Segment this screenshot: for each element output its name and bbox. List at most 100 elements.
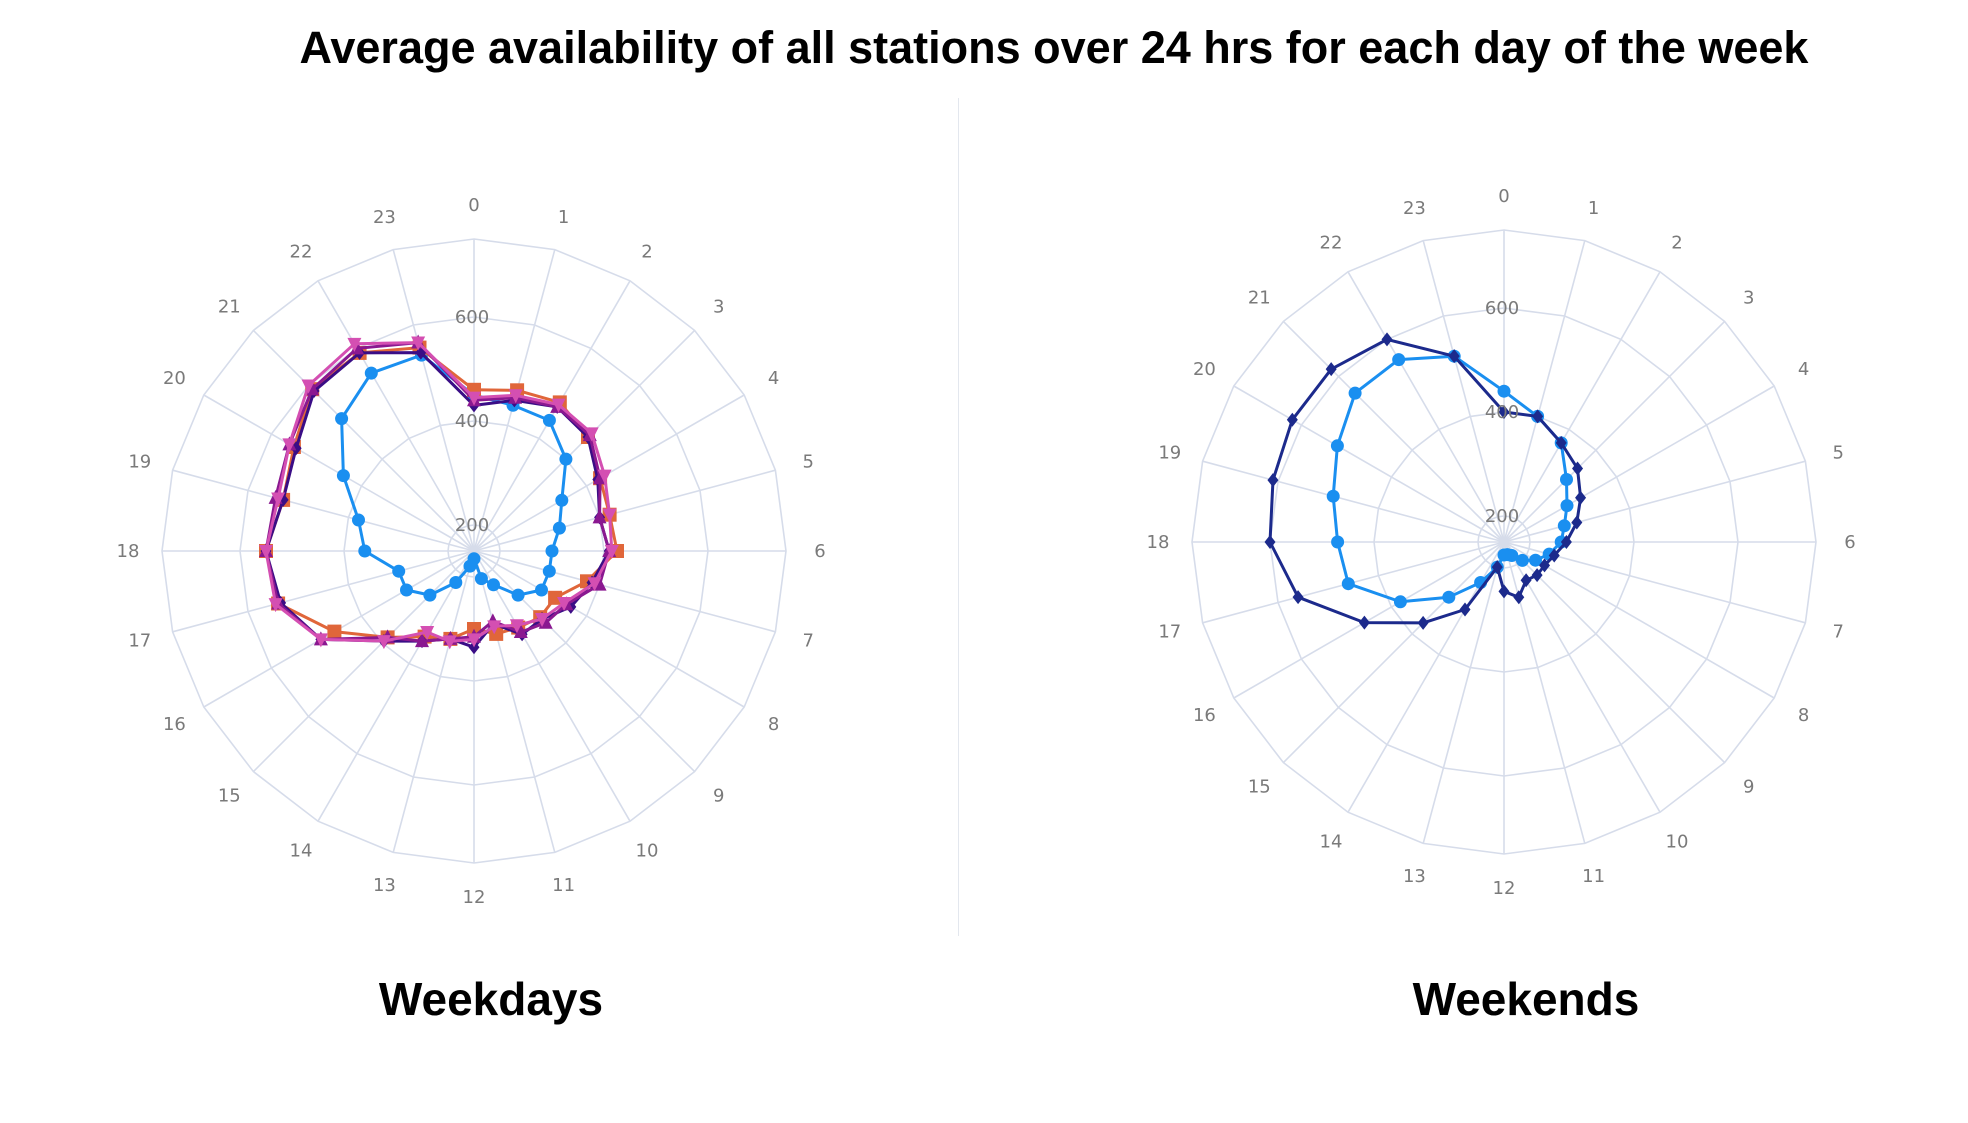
data-point-weekdays-4-16: [313, 633, 328, 648]
grid-spoke-weekends-13: [1422, 541, 1505, 844]
angle-tick-weekends-16: 16: [1193, 705, 1216, 726]
data-point-weekdays-4-20: [282, 438, 297, 453]
data-point-weekdays-0-17: [392, 564, 406, 578]
grid-spoke-weekdays-22: [317, 280, 475, 552]
data-point-weekdays-4-10: [509, 619, 524, 634]
data-point-weekdays-4-23: [411, 336, 426, 351]
data-point-weekdays-4-9: [535, 613, 550, 628]
angle-tick-weekdays-15: 15: [218, 786, 241, 807]
data-point-weekdays-0-7: [542, 564, 556, 578]
data-point-weekdays-0-11: [474, 572, 488, 586]
data-point-weekends-1-20: [1286, 412, 1298, 427]
grid-spoke-weekends-11: [1503, 541, 1586, 844]
angle-tick-weekends-12: 12: [1493, 878, 1516, 899]
grid-spoke-weekends-21: [1282, 320, 1505, 543]
data-point-weekdays-0-22: [364, 366, 378, 380]
data-point-weekdays-4-7: [587, 577, 602, 592]
angle-tick-weekends-18: 18: [1147, 532, 1170, 553]
polar-chart-weekends: 0123456789101112131415161718192021222320…: [1147, 186, 1856, 899]
data-point-weekdays-1-8: [548, 590, 563, 605]
data-point-weekdays-1-16: [327, 624, 342, 639]
angle-tick-weekdays-23: 23: [373, 207, 396, 228]
angle-tick-weekdays-21: 21: [218, 296, 241, 317]
data-point-weekends-1-3: [1572, 461, 1584, 476]
data-point-weekends-1-7: [1548, 548, 1560, 563]
grid-spoke-weekends-5: [1503, 460, 1806, 543]
angle-tick-weekends-9: 9: [1743, 777, 1754, 798]
angle-tick-weekdays-12: 12: [463, 887, 486, 908]
data-point-weekends-1-4: [1575, 490, 1587, 505]
data-point-weekdays-3-14: [415, 633, 429, 648]
grid-spoke-weekdays-21: [252, 329, 475, 552]
angle-tick-weekdays-2: 2: [641, 241, 652, 262]
grid-spoke-weekends-9: [1503, 541, 1726, 764]
radial-tick-weekends-2: 600: [1485, 298, 1519, 319]
data-point-weekends-0-4: [1560, 499, 1574, 513]
data-point-weekdays-4-4: [597, 469, 612, 484]
data-point-weekends-1-19: [1267, 473, 1279, 488]
grid-spoke-weekdays-23: [392, 249, 475, 552]
angle-tick-weekdays-13: 13: [373, 875, 396, 896]
angle-tick-weekends-22: 22: [1320, 232, 1343, 253]
angle-tick-weekends-15: 15: [1248, 777, 1271, 798]
angle-tick-weekends-11: 11: [1582, 866, 1605, 887]
angle-tick-weekends-3: 3: [1743, 287, 1754, 308]
data-point-weekends-1-21: [1325, 362, 1337, 377]
data-point-weekends-0-15: [1442, 590, 1456, 604]
data-point-weekends-1-0: [1498, 405, 1510, 419]
data-point-weekdays-0-3: [559, 452, 573, 466]
grid-spoke-weekdays-17: [172, 550, 475, 633]
data-point-weekdays-4-17: [268, 598, 283, 613]
data-point-weekends-0-18: [1331, 535, 1345, 549]
data-point-weekends-1-13: [1491, 560, 1503, 575]
panel-divider: [958, 98, 959, 936]
data-point-weekends-1-17: [1292, 590, 1304, 605]
data-point-weekends-1-9: [1531, 568, 1543, 583]
angle-tick-weekends-5: 5: [1832, 442, 1843, 463]
data-point-weekdays-4-3: [584, 427, 599, 442]
grid-spoke-weekdays-13: [392, 550, 475, 853]
data-point-weekdays-4-15: [376, 635, 391, 650]
grid-spoke-weekends-23: [1422, 240, 1505, 543]
data-point-weekdays-4-21: [301, 379, 316, 394]
data-point-weekends-1-6: [1560, 535, 1572, 549]
angle-tick-weekends-23: 23: [1403, 198, 1426, 219]
data-point-weekdays-0-18: [358, 544, 372, 558]
data-point-weekends-1-12: [1498, 584, 1510, 599]
data-point-weekends-1-8: [1539, 558, 1551, 573]
data-point-weekends-1-14: [1459, 602, 1471, 617]
angle-tick-weekends-13: 13: [1403, 866, 1426, 887]
data-point-weekdays-4-6: [604, 545, 619, 559]
grid-spoke-weekdays-5: [473, 469, 776, 552]
data-point-weekdays-3-22: [350, 340, 364, 355]
data-point-weekdays-0-14: [449, 576, 463, 589]
data-point-weekends-1-18: [1264, 535, 1276, 549]
grid-spoke-weekdays-10: [473, 550, 631, 822]
grid-spoke-weekends-16: [1233, 541, 1505, 699]
grid-spoke-weekends-3: [1503, 320, 1726, 543]
data-point-weekends-0-9: [1515, 553, 1529, 567]
panel-label-weekdays: Weekdays: [378, 973, 604, 1025]
data-point-weekends-1-16: [1358, 615, 1370, 630]
data-point-weekdays-3-10: [513, 624, 528, 639]
grid-spoke-weekdays-9: [473, 550, 696, 773]
angle-tick-weekdays-18: 18: [117, 541, 140, 562]
angle-tick-weekends-14: 14: [1320, 832, 1343, 853]
data-point-weekends-1-22: [1381, 332, 1393, 347]
angle-tick-weekdays-7: 7: [802, 631, 813, 652]
angle-tick-weekends-6: 6: [1844, 532, 1855, 553]
polar-chart-weekdays: 0123456789101112131415161718192021222320…: [117, 195, 826, 908]
data-point-weekends-0-21: [1348, 386, 1362, 400]
data-point-weekdays-4-14: [420, 626, 435, 641]
data-point-weekdays-0-16: [400, 583, 413, 597]
data-point-weekdays-4-0: [467, 391, 481, 406]
main-title: Average availability of all stations ove…: [299, 22, 1809, 73]
data-point-weekdays-4-11: [487, 620, 502, 635]
data-point-weekdays-0-10: [487, 578, 500, 592]
radial-tick-weekends-0: 200: [1485, 506, 1519, 527]
radial-tick-weekends-1: 400: [1485, 402, 1519, 423]
data-point-weekends-0-3: [1560, 473, 1573, 486]
data-point-weekends-1-1: [1532, 409, 1544, 424]
angle-tick-weekdays-8: 8: [768, 714, 779, 735]
